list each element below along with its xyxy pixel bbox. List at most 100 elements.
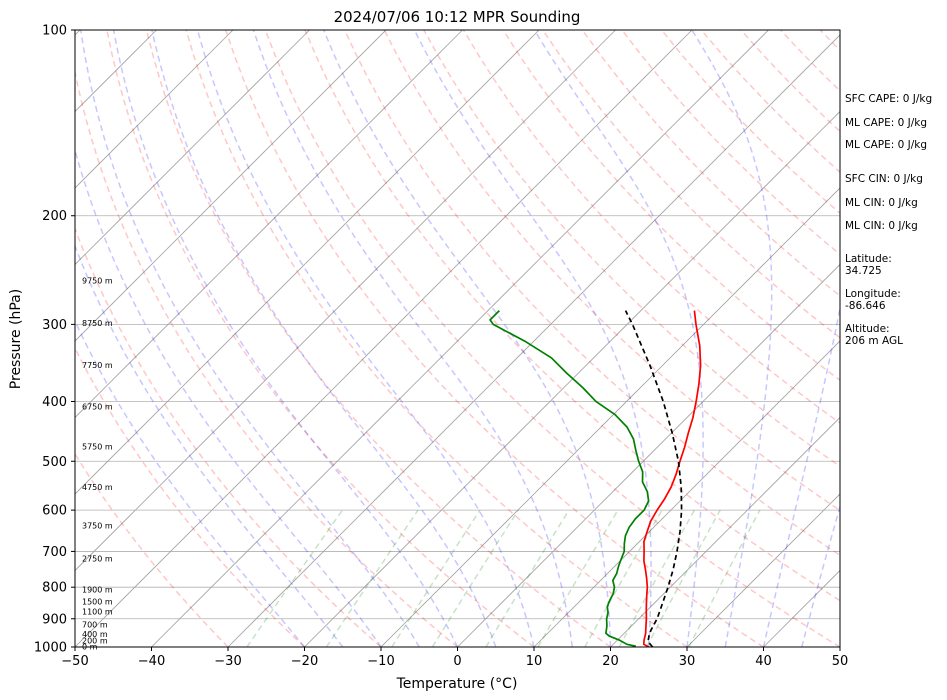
height-label: 2750 m: [82, 554, 113, 563]
x-tick-label: −20: [291, 654, 318, 669]
x-axis-ticks: −50 −40 −30 −20 −10 0 10 20 30 40 50: [61, 647, 848, 669]
sfc-cape-text: SFC CAPE: 0 J/kg: [845, 93, 932, 105]
moist-adiabat-line: [801, 504, 840, 647]
longitude-label: Longitude:: [845, 288, 901, 300]
dry-adiabat-line: [185, 30, 688, 647]
dry-adiabat-line: [383, 30, 840, 512]
mixing-ratio-line: [391, 509, 481, 647]
isotherm-line: [457, 263, 840, 647]
ml-cin-text-2: ML CIN: 0 J/kg: [845, 220, 918, 232]
ml-cape-text: ML CAPE: 0 J/kg: [845, 117, 927, 129]
height-label: 1500 m: [82, 598, 113, 607]
dry-adiabat-line: [75, 346, 306, 647]
mixing-ratio-line: [537, 509, 619, 647]
dry-adiabat-line: [106, 30, 535, 647]
sfc-cin-text: SFC CIN: 0 J/kg: [845, 173, 923, 185]
dry-adiabat-line: [75, 68, 458, 647]
isotherm-line: [610, 416, 840, 647]
moist-adiabat-line: [151, 30, 497, 647]
isotherm-line: [686, 493, 840, 647]
y-tick-label: 800: [42, 581, 67, 596]
moist-adiabat-line: [75, 243, 344, 647]
height-label: 4750 m: [82, 483, 113, 492]
sounding-traces: [489, 310, 702, 647]
y-tick-label: 400: [42, 395, 67, 410]
altitude-value: 206 m AGL: [845, 335, 903, 347]
dewpoint-trace: [489, 310, 650, 647]
height-label: 8750 m: [82, 319, 113, 328]
height-label: 400 m: [82, 630, 108, 639]
y-axis-label: Pressure (hPa): [8, 289, 24, 389]
y-tick-label: 1000: [34, 641, 67, 656]
x-tick-label: 20: [602, 654, 619, 669]
x-tick-label: −10: [367, 654, 394, 669]
x-tick-label: −40: [138, 654, 165, 669]
x-tick-label: 0: [453, 654, 461, 669]
dry-adiabat-line: [145, 30, 611, 647]
y-tick-label: 600: [42, 504, 67, 519]
y-tick-label: 900: [42, 612, 67, 627]
mixing-ratio-line: [325, 509, 419, 647]
moist-adiabat-line: [533, 30, 704, 647]
isotherm-line: [533, 340, 840, 647]
latitude-value: 34.725: [845, 265, 882, 277]
dry-adiabat-line: [343, 30, 840, 557]
chart-title: 2024/07/06 10:12 MPR Sounding: [334, 8, 581, 26]
height-label: 6750 m: [82, 402, 113, 411]
height-label: 5750 m: [82, 442, 113, 451]
x-axis-label: Temperature (°C): [396, 676, 518, 692]
moist-adiabat-line: [112, 30, 459, 647]
height-label: 7750 m: [82, 361, 113, 370]
temperature-trace: [642, 310, 702, 647]
latitude-label: Latitude:: [845, 253, 892, 265]
height-label: 1100 m: [82, 608, 113, 617]
ml-cin-text: ML CIN: 0 J/kg: [845, 197, 918, 209]
x-tick-label: −30: [214, 654, 241, 669]
y-tick-label: 500: [42, 455, 67, 470]
x-tick-label: −50: [61, 654, 88, 669]
mixing-ratio-line: [431, 509, 519, 647]
isotherm-line: [304, 110, 840, 647]
y-tick-label: 200: [42, 209, 67, 224]
isotherm-line: [75, 30, 540, 495]
dry-adiabat-line: [264, 30, 840, 647]
y-tick-label: 300: [42, 318, 67, 333]
y-axis-ticks: 100 200 300 400 500 600 700 800 900 1000: [34, 24, 75, 656]
altitude-label: Altitude:: [845, 323, 890, 335]
isotherm-line: [75, 30, 387, 342]
x-tick-label: 30: [679, 654, 696, 669]
x-tick-label: 50: [832, 654, 849, 669]
isotherm-line: [75, 30, 693, 647]
mixing-ratio-line: [688, 509, 761, 647]
isotherm-line: [75, 30, 310, 266]
moist-adiabat-line: [413, 30, 652, 647]
moist-adiabat-line: [691, 30, 773, 647]
isotherm-line: [380, 187, 840, 647]
dry-adiabat-line: [75, 226, 382, 647]
x-tick-label: 40: [755, 654, 772, 669]
parcel-trace: [624, 310, 683, 647]
plot-area: [75, 30, 840, 647]
mixing-ratio-line: [246, 509, 344, 647]
mixing-ratio-line: [645, 509, 721, 647]
height-label: 9750 m: [82, 276, 113, 285]
height-label: 3750 m: [82, 522, 113, 531]
y-tick-label: 100: [42, 24, 67, 39]
x-tick-label: 10: [526, 654, 543, 669]
dry-adiabat-line: [423, 30, 840, 468]
isotherm-line: [75, 30, 234, 189]
isotherm-line: [75, 30, 463, 419]
dry-adiabat-line: [304, 30, 840, 602]
isotherm-line: [75, 30, 616, 572]
background-lines: [75, 30, 840, 647]
isotherm-line: [227, 34, 840, 647]
annotation-panel: SFC CAPE: 0 J/kg ML CAPE: 0 J/kg ML CAPE…: [845, 93, 932, 347]
height-label: 200 m: [82, 636, 108, 645]
isotherm-line: [151, 30, 769, 647]
y-tick-label: 700: [42, 545, 67, 560]
height-label: 1900 m: [82, 585, 113, 594]
longitude-value: -86.646: [845, 300, 886, 312]
height-label: 700 m: [82, 621, 108, 630]
